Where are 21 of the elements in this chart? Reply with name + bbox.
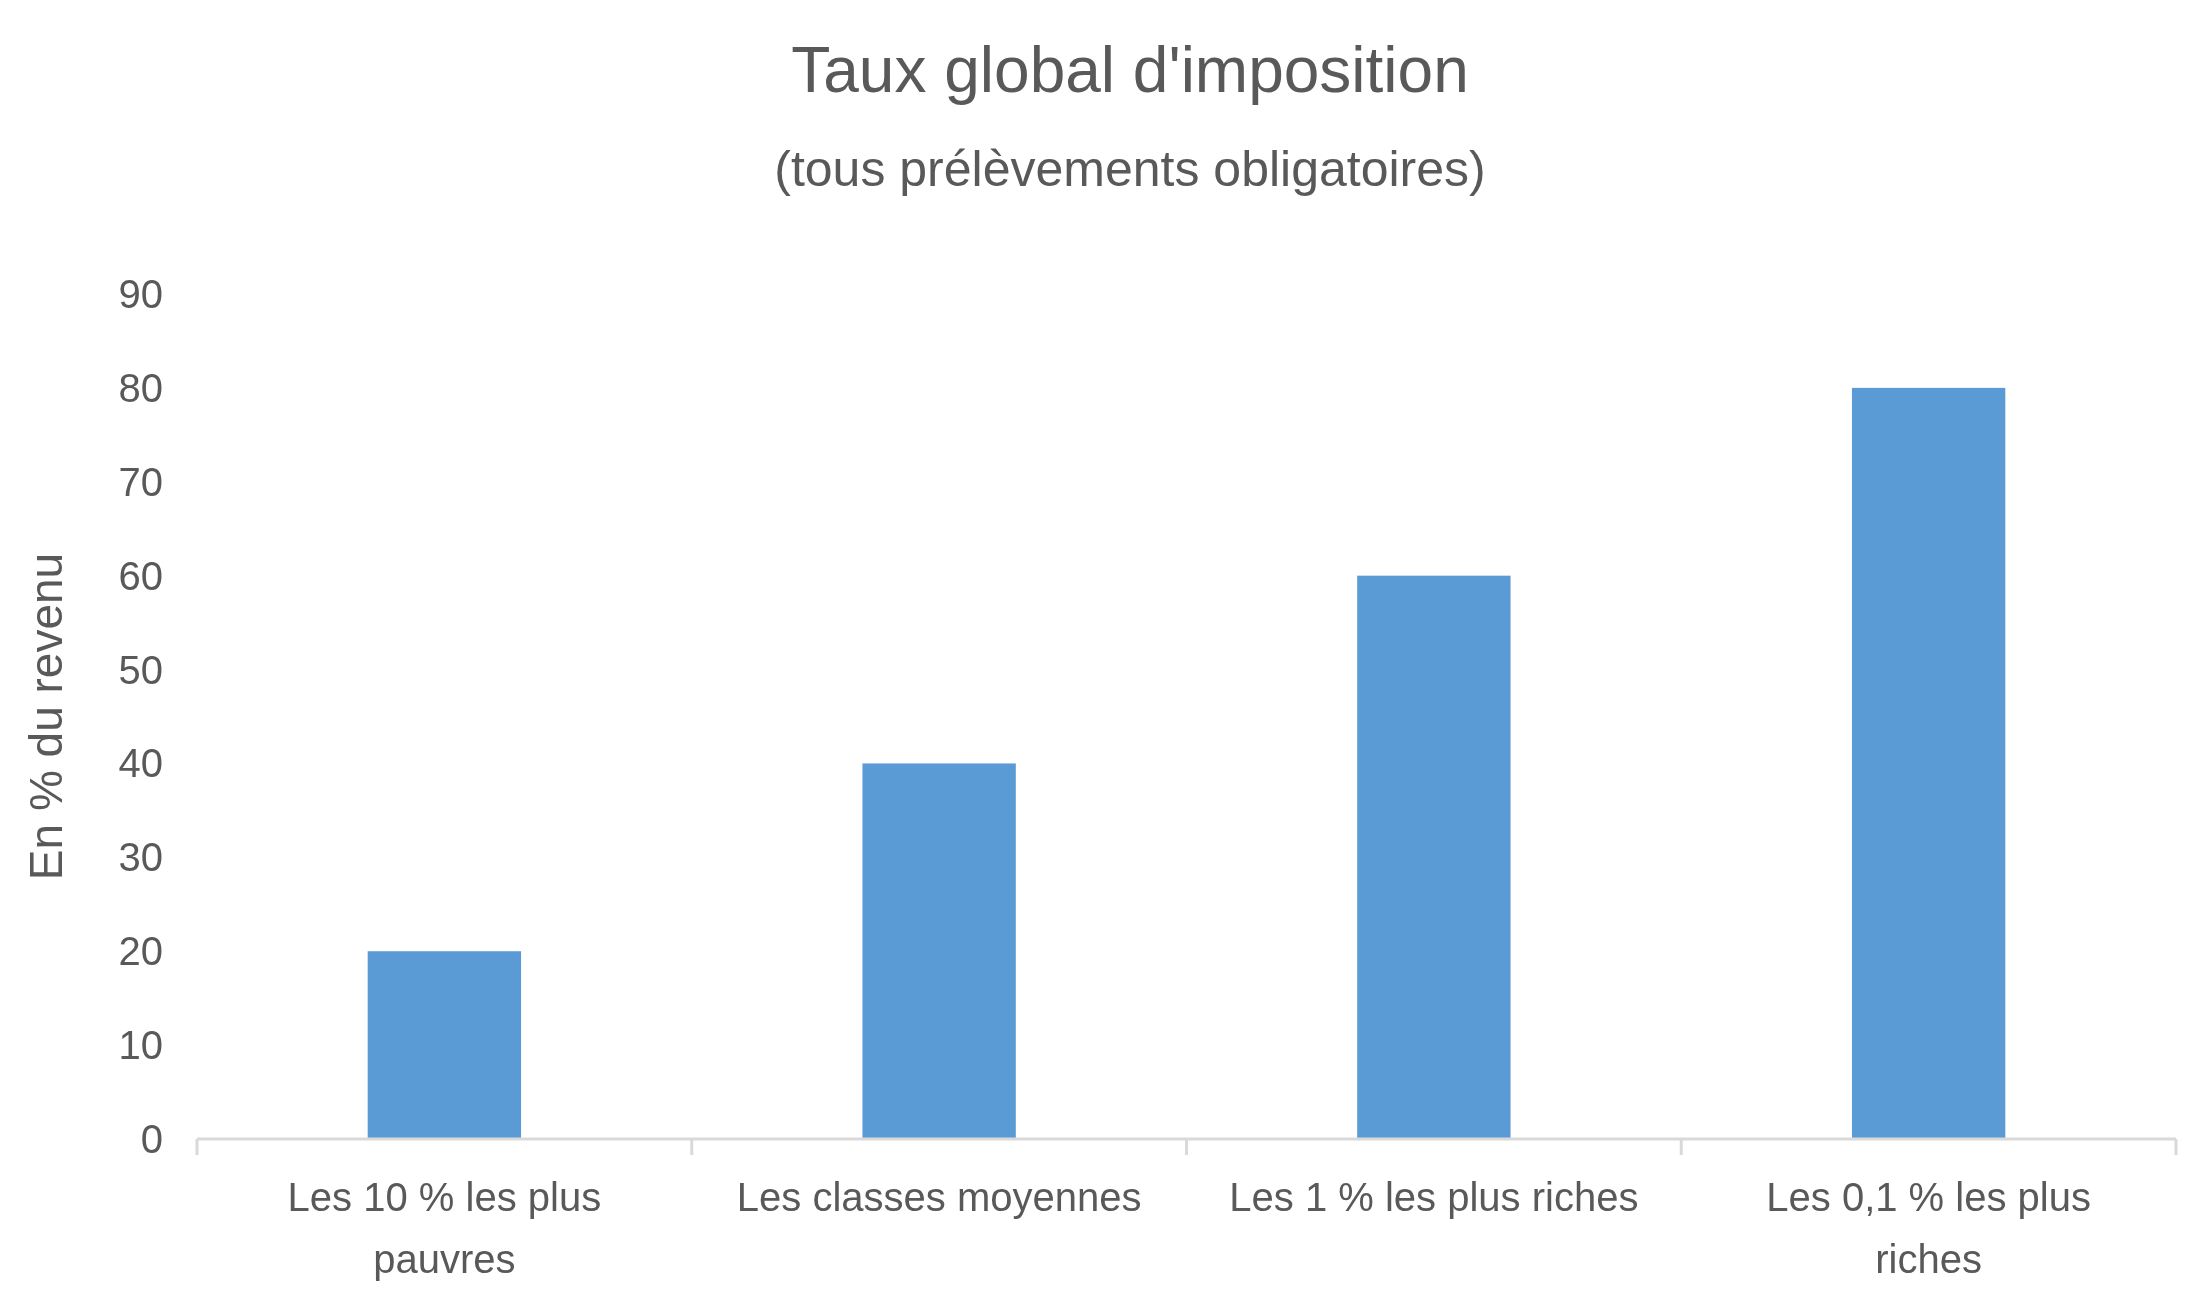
x-tick-label: Les 10 % les plus pauvres: [287, 1175, 602, 1281]
y-axis-title: En % du revenu: [20, 552, 72, 881]
y-tick-label: 10: [118, 1023, 163, 1068]
bar: [367, 951, 522, 1139]
x-tick-label: Les 0,1 % les plus riches: [1766, 1175, 2091, 1281]
y-tick-label: 70: [118, 459, 163, 504]
chart-subtitle: (tous prélèvements obligatoires): [774, 141, 1486, 197]
chart-title: Taux global d'imposition: [791, 34, 1469, 106]
y-tick-label: 90: [118, 272, 163, 316]
y-tick-label: 80: [118, 365, 163, 410]
y-tick-label: 30: [118, 835, 163, 880]
bar: [862, 763, 1016, 1139]
y-tick-label: 60: [118, 553, 163, 598]
x-tick-label: Les 1 % les plus riches: [1229, 1175, 1639, 1219]
y-tick-label: 0: [140, 1117, 163, 1161]
y-tick-label: 20: [118, 929, 163, 974]
bar: [1851, 387, 2006, 1139]
x-tick-label: Les classes moyennes: [736, 1175, 1142, 1219]
y-tick-label: 50: [118, 647, 163, 692]
bar: [1357, 575, 1511, 1139]
y-tick-label: 40: [118, 741, 163, 786]
